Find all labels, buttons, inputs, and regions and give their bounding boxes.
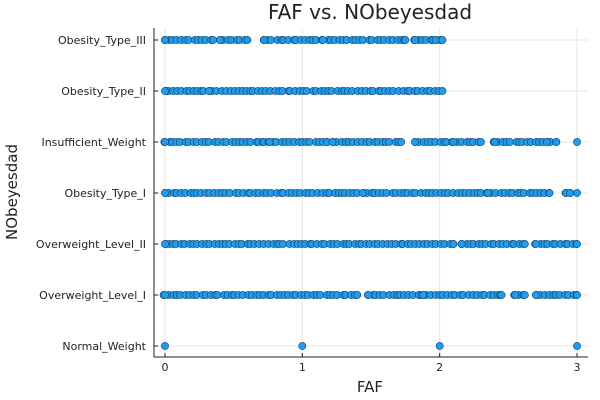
y-tick-label: Obesity_Type_II (61, 85, 146, 98)
scatter-point (511, 291, 520, 299)
chart-title: FAF vs. NObeyesdad (268, 0, 472, 24)
scatter-point (566, 189, 574, 197)
scatter-point (161, 291, 169, 299)
scatter-point (161, 36, 169, 44)
scatter-point (298, 342, 307, 350)
scatter-point (542, 138, 551, 146)
scatter-point (435, 342, 444, 350)
scatter-point (401, 36, 410, 44)
scatter-point (449, 138, 458, 146)
scatter-point (449, 240, 458, 248)
y-tick-label: Normal_Weight (62, 340, 146, 353)
scatter-point (531, 240, 540, 248)
scatter-point (265, 138, 274, 146)
x-tick-label: 2 (436, 361, 443, 374)
scatter-point (161, 189, 169, 197)
scatter-point (161, 342, 169, 350)
scatter-point (213, 291, 222, 299)
scatter-point (259, 36, 268, 44)
scatter-point (161, 138, 169, 146)
axes (153, 28, 588, 358)
x-tick-label: 3 (574, 361, 581, 374)
scatter-point (266, 36, 275, 44)
x-tick-label: 1 (299, 361, 306, 374)
scatter-point (215, 36, 224, 44)
scatter-point (419, 291, 428, 299)
scatter-point (531, 291, 540, 299)
scatter-point (328, 138, 337, 146)
y-tick-label: Overweight_Level_II (36, 238, 146, 251)
scatter-point (364, 291, 373, 299)
scatter-point (161, 240, 169, 248)
scatter-point (490, 138, 499, 146)
scatter-point (397, 138, 406, 146)
scatter-point (385, 138, 393, 146)
scatter-point (302, 87, 311, 95)
scatter-point (573, 138, 581, 146)
data-points (159, 36, 581, 350)
scatter-point (438, 36, 447, 44)
x-tick-labels: 0 1 2 3 (161, 361, 580, 374)
scatter-point (204, 87, 213, 95)
scatter-point (161, 87, 169, 95)
scatter-point (573, 291, 581, 299)
scatter-point (573, 189, 581, 197)
scatter-point (438, 87, 447, 95)
scatter-point (520, 291, 529, 299)
scatter-point (353, 291, 362, 299)
scatter-point (476, 138, 485, 146)
scatter-point (209, 36, 217, 44)
scatter-point (552, 138, 561, 146)
x-tick-label: 0 (161, 361, 168, 374)
scatter-point (505, 138, 514, 146)
scatter-point (243, 36, 252, 44)
scatter-point (316, 291, 325, 299)
scatter-point (545, 189, 554, 197)
scatter-point (573, 342, 581, 350)
y-axis-label: NObeyesdad (3, 144, 21, 240)
scatter-point (483, 189, 492, 197)
scatter-point (497, 291, 506, 299)
x-axis-label: FAF (357, 378, 383, 396)
scatter-point (358, 189, 367, 197)
y-tick-label: Obesity_Type_III (58, 34, 146, 47)
y-tick-label: Obesity_Type_I (64, 187, 146, 200)
scatter-point (410, 36, 419, 44)
scatter-point (318, 36, 327, 44)
scatter-point (457, 240, 466, 248)
y-tick-label: Overweight_Level_I (39, 289, 146, 302)
scatter-point (410, 138, 419, 146)
scatter-point (520, 240, 529, 248)
y-tick-labels: Normal_Weight Overweight_Level_I Overweigh… (36, 34, 147, 353)
scatter-point (573, 240, 581, 248)
scatter-point (431, 36, 440, 44)
y-tick-label: Insufficient_Weight (41, 136, 146, 149)
